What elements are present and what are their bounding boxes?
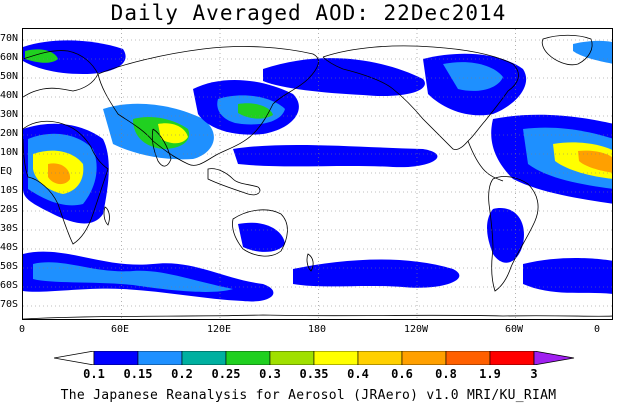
- lon-label-0-left: 0: [18, 324, 26, 335]
- colorbar-segment-7: [357, 351, 403, 365]
- lat-label-20n: 20N: [0, 128, 19, 139]
- aerosol-europe: [23, 40, 126, 74]
- colorbar-label-9: 1.9: [479, 367, 501, 381]
- colorbar-segment-9: [445, 351, 491, 365]
- lon-label-180: 180: [307, 324, 327, 335]
- lat-label-70s: 70S: [0, 299, 19, 310]
- coast-central-america: [467, 140, 504, 182]
- lat-label-60n: 60N: [0, 52, 19, 63]
- lat-label-10n: 10N: [0, 147, 19, 158]
- colorbar-segment-8: [401, 351, 447, 365]
- colorbar-label-0: 0.1: [83, 367, 105, 381]
- aerosol-africa-peak: [48, 163, 71, 185]
- colorbar-label-1: 0.15: [123, 367, 153, 381]
- aerosol-europe-green: [25, 49, 58, 63]
- aerosol-india-yellow: [158, 123, 188, 144]
- aerosol-north-america-mid: [443, 62, 503, 91]
- lat-label-30n: 30N: [0, 109, 19, 120]
- colorbar-segment-5: [269, 351, 315, 365]
- aerosol-field: [23, 40, 612, 302]
- colorbar-segment-10: [489, 351, 535, 365]
- colorbar-label-4: 0.3: [259, 367, 281, 381]
- lat-label-50s: 50S: [0, 261, 19, 272]
- aerosol-pacific-tropic: [233, 144, 438, 168]
- aod-map-svg: [23, 29, 612, 319]
- colorbar-segment-4: [225, 351, 271, 365]
- coast-madagascar: [103, 206, 110, 226]
- lon-label-60w: 60W: [504, 324, 524, 335]
- lat-label-eq: EQ: [0, 166, 13, 177]
- lon-label-60e: 60E: [110, 324, 130, 335]
- aerosol-atlantic-orange: [578, 150, 612, 173]
- coast-se-asia: [207, 168, 261, 196]
- aerosol-australia: [238, 222, 285, 252]
- colorbar-label-10: 3: [530, 367, 538, 381]
- coast-asia: [97, 46, 319, 166]
- coast-india: [151, 128, 172, 167]
- colorbar-label-8: 0.8: [435, 367, 457, 381]
- lat-label-70n: 70N: [0, 33, 19, 44]
- colorbar: [54, 351, 575, 365]
- aerosol-south-america: [487, 208, 524, 263]
- colorbar-label-7: 0.6: [391, 367, 413, 381]
- map-title: Daily Averaged AOD: 22Dec2014: [110, 1, 507, 25]
- lat-label-20s: 20S: [0, 204, 19, 215]
- coast-australia: [232, 209, 288, 257]
- aerosol-southern-band-2: [33, 262, 233, 292]
- colorbar-label-5: 0.35: [299, 367, 329, 381]
- colorbar-label-3: 0.25: [211, 367, 241, 381]
- lat-label-40n: 40N: [0, 90, 19, 101]
- lon-label-0-right: 0: [593, 324, 601, 335]
- coast-south-america: [488, 176, 539, 292]
- aerosol-greenland-east: [573, 40, 612, 64]
- colorbar-segment-2: [137, 351, 183, 365]
- aerosol-north-pacific: [263, 58, 425, 97]
- coast-europe: [23, 50, 99, 98]
- colorbar-high-triangle: [533, 351, 575, 365]
- coast-new-zealand: [306, 253, 314, 272]
- lon-label-120w: 120W: [403, 324, 429, 335]
- coast-greenland: [541, 34, 593, 66]
- lat-label-30s: 30S: [0, 223, 19, 234]
- coastlines: [23, 34, 612, 319]
- aerosol-east-asia-green: [238, 103, 273, 119]
- coast-antarctica: [23, 314, 612, 319]
- lat-label-40s: 40S: [0, 242, 19, 253]
- footer-credit: The Japanese Reanalysis for Aerosol (JRA…: [60, 388, 557, 403]
- coast-north-america: [322, 45, 519, 150]
- gridlines: [23, 29, 612, 319]
- colorbar-label-6: 0.4: [347, 367, 369, 381]
- lat-label-50n: 50N: [0, 71, 19, 82]
- colorbar-low-triangle: [54, 351, 95, 365]
- colorbar-segment-6: [313, 351, 359, 365]
- coast-africa: [23, 120, 109, 245]
- lat-label-10s: 10S: [0, 185, 19, 196]
- lon-label-120e: 120E: [206, 324, 232, 335]
- colorbar-segment-1: [93, 351, 139, 365]
- aod-map: [22, 28, 613, 320]
- lat-label-60s: 60S: [0, 280, 19, 291]
- colorbar-label-2: 0.2: [171, 367, 193, 381]
- colorbar-segment-3: [181, 351, 227, 365]
- aerosol-south-atlantic: [523, 258, 612, 294]
- aerosol-south-pacific: [293, 259, 460, 288]
